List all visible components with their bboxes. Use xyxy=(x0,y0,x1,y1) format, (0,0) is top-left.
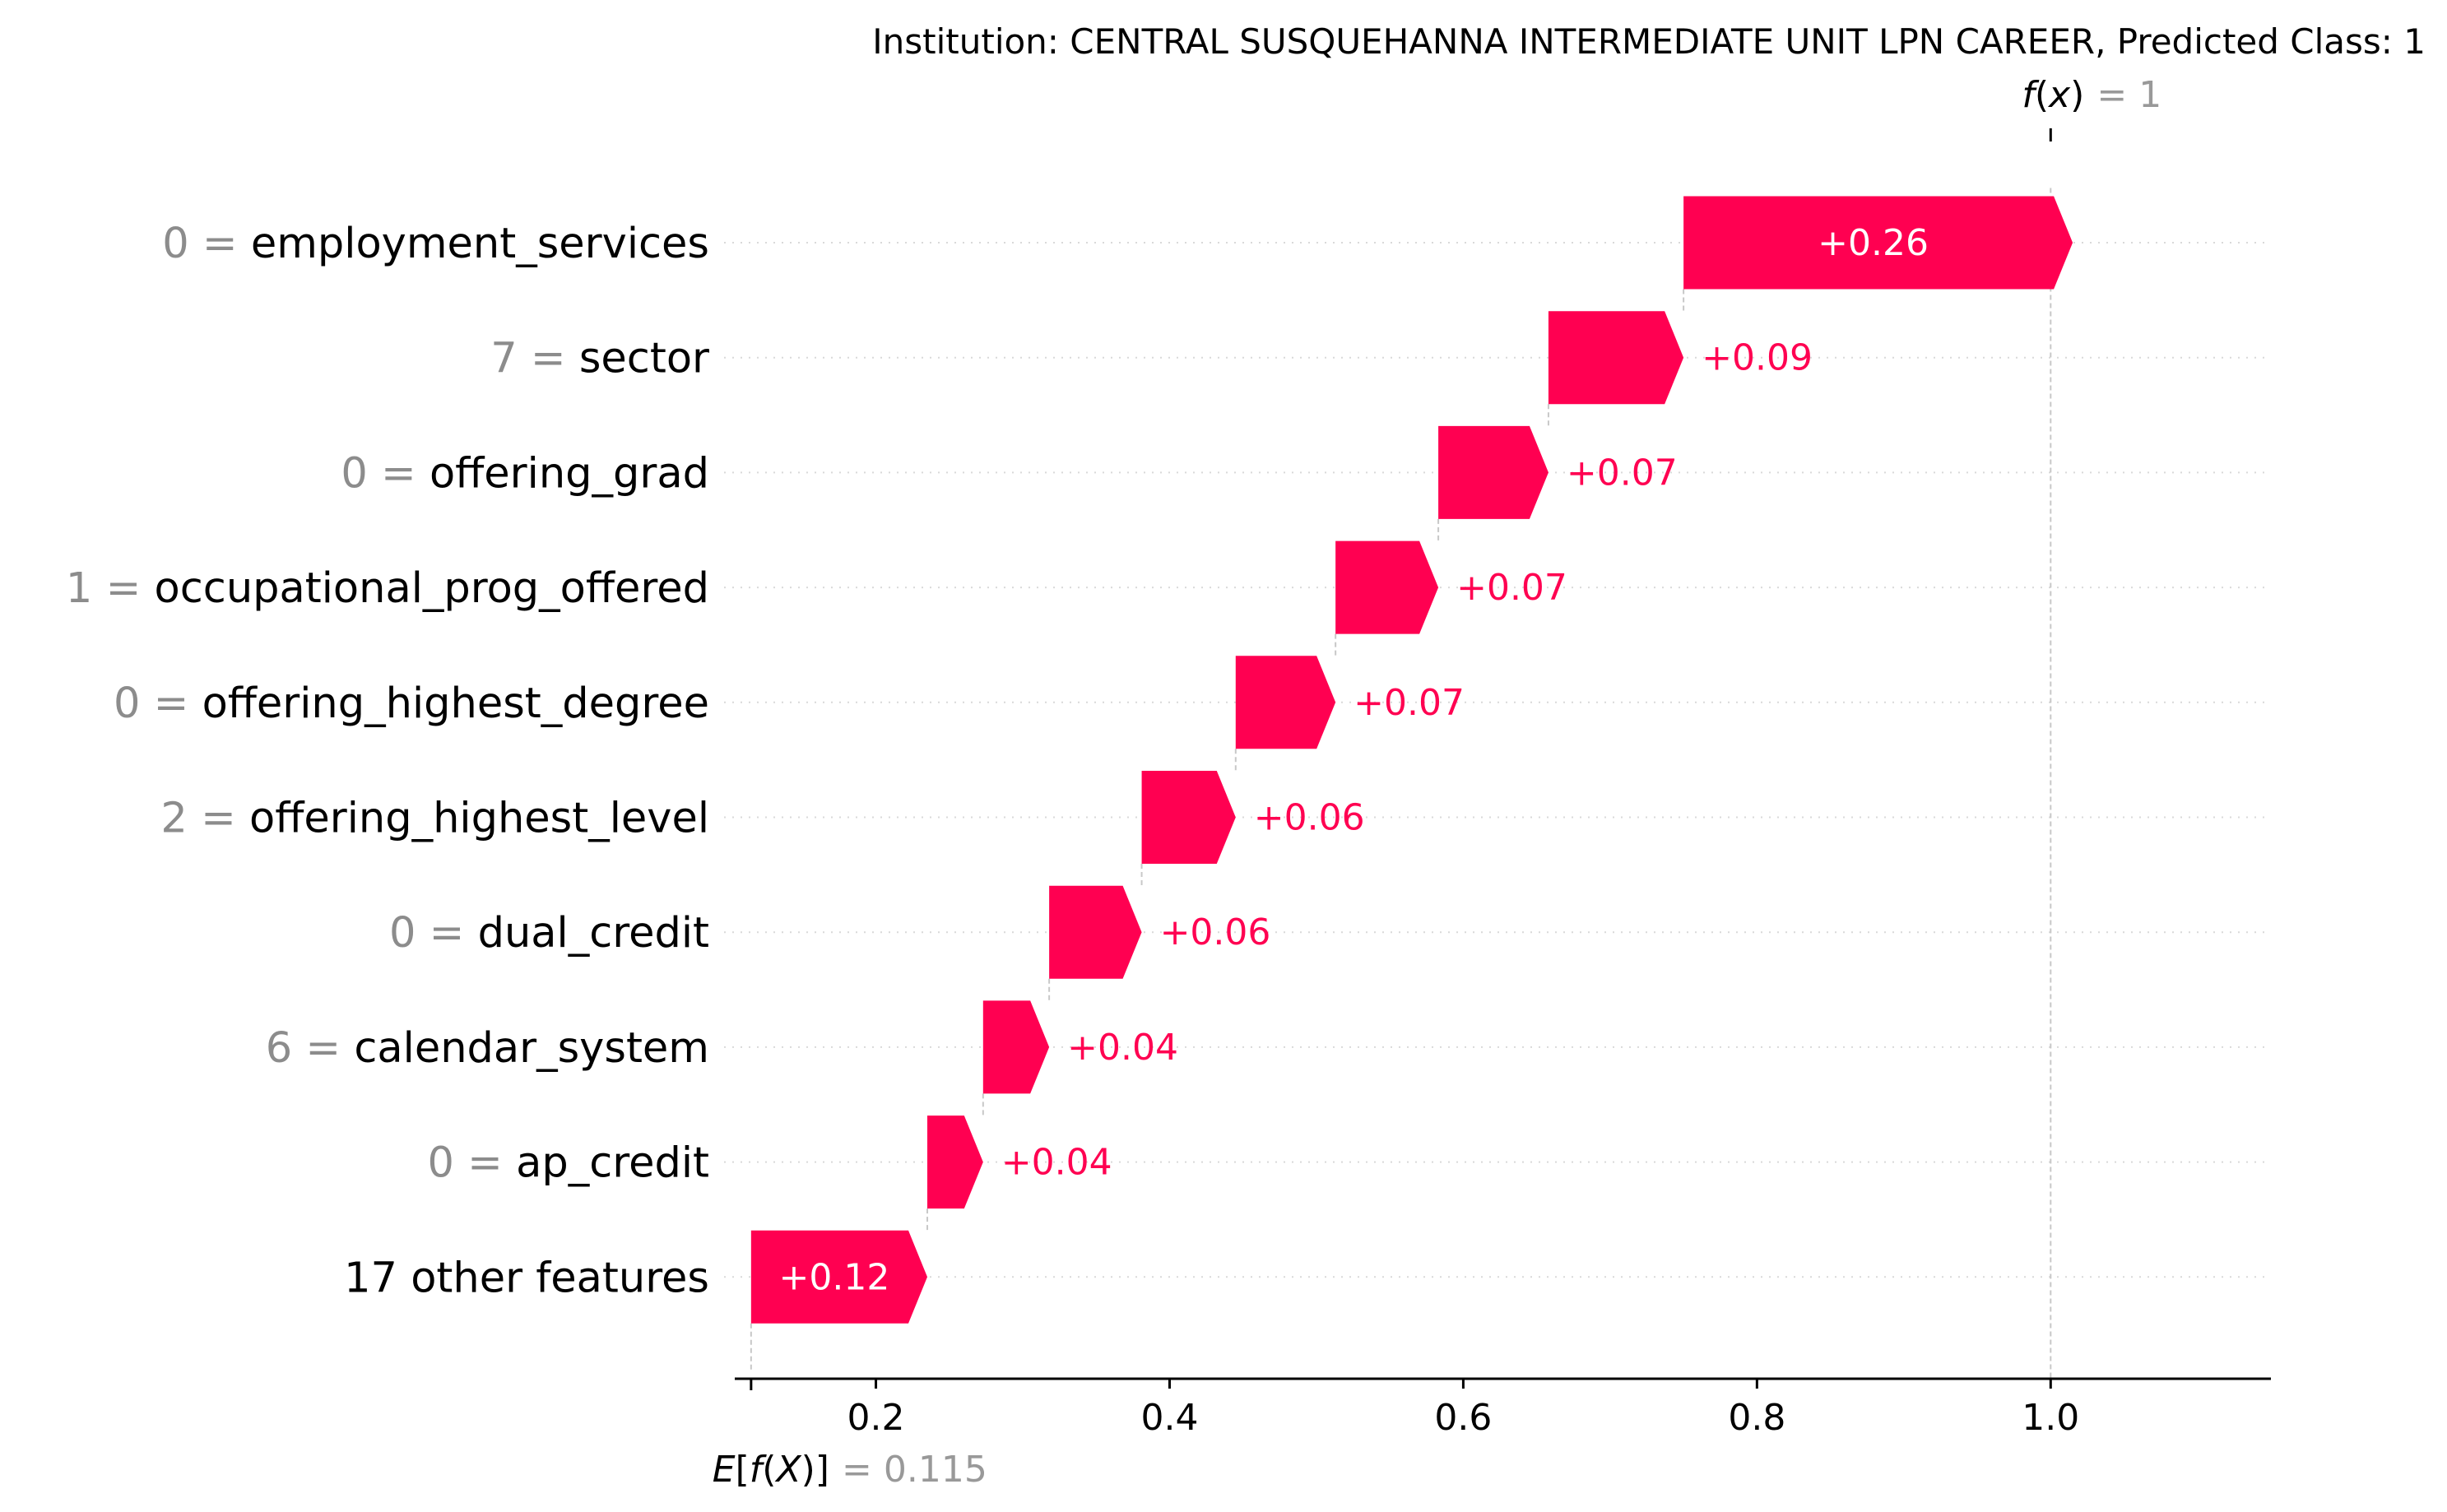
contribution-label: +0.07 xyxy=(1567,452,1678,494)
feature-name: employment_services xyxy=(251,220,709,268)
feature-name: offering_grad xyxy=(430,449,709,498)
contribution-label: +0.06 xyxy=(1254,797,1365,839)
feature-label: 0 = employment_services xyxy=(162,220,709,268)
x-tick-label: 0.4 xyxy=(1140,1397,1198,1439)
x-tick-label: 0.2 xyxy=(847,1397,905,1439)
feature-value: 0 = xyxy=(162,220,251,268)
contribution-bar xyxy=(1438,425,1549,519)
x-tick-label: 0.8 xyxy=(1728,1397,1785,1439)
feature-label: 6 = calendar_system xyxy=(266,1024,709,1073)
chart-title: Institution: CENTRAL SUSQUEHANNA INTERME… xyxy=(872,21,2426,62)
contribution-bar xyxy=(982,1000,1050,1094)
contribution-label: +0.26 xyxy=(1818,222,1929,264)
feature-name: offering_highest_degree xyxy=(202,679,709,728)
base-value: = 0.115 xyxy=(842,1449,987,1491)
contribution-label: +0.04 xyxy=(1067,1027,1178,1069)
output-value: = 1 xyxy=(2096,74,2161,116)
feature-labels: 0 = employment_services 7 = sector 0 = off… xyxy=(66,220,709,1302)
x-tick-label: 1.0 xyxy=(2022,1397,2079,1439)
output-label: f(x) xyxy=(2022,74,2084,116)
feature-label: 0 = dual_credit xyxy=(389,909,709,958)
feature-name: ap_credit xyxy=(516,1139,709,1188)
x-axis: 0.2 0.4 0.6 0.8 1.0 xyxy=(735,1377,2271,1439)
contribution-bar xyxy=(1049,885,1142,979)
feature-value: 6 = xyxy=(266,1024,355,1073)
feature-value: 7 = xyxy=(490,335,579,383)
contribution-bar xyxy=(927,1115,983,1209)
contribution-label: +0.12 xyxy=(779,1256,890,1298)
contribution-bar xyxy=(1683,196,2073,290)
feature-label: 1 = occupational_prog_offered xyxy=(66,564,709,613)
feature-label: 0 = offering_grad xyxy=(341,449,709,498)
contribution-labels: +0.26 +0.09 +0.07 +0.07 +0.07 +0.06 +0.06 +0.04… xyxy=(779,222,1929,1298)
feature-name: dual_credit xyxy=(478,909,709,958)
base-value-annotation: E[f(X)] = 0.115 xyxy=(713,1449,987,1491)
contribution-bars xyxy=(750,196,2073,1324)
contribution-label: +0.04 xyxy=(1001,1142,1112,1184)
x-tick-label: 0.6 xyxy=(1434,1397,1492,1439)
contribution-bar xyxy=(1335,540,1439,634)
contribution-label: +0.09 xyxy=(1702,337,1813,379)
contribution-bar xyxy=(1141,771,1236,864)
base-label: E[f(X)] xyxy=(713,1449,829,1491)
feature-name: 17 other features xyxy=(344,1254,709,1302)
feature-value: 0 = xyxy=(427,1139,516,1188)
feature-value: 2 = xyxy=(160,795,249,843)
contribution-bar xyxy=(1235,656,1336,749)
connector-lines xyxy=(750,188,2052,1379)
feature-label: 0 = offering_highest_degree xyxy=(114,679,709,728)
feature-name: sector xyxy=(579,335,709,383)
feature-value: 1 = xyxy=(66,564,155,613)
contribution-label: +0.07 xyxy=(1354,682,1465,724)
contribution-label: +0.07 xyxy=(1456,567,1567,609)
feature-label: 17 other features xyxy=(344,1254,709,1302)
contribution-bar xyxy=(750,1230,928,1324)
feature-value: 0 = xyxy=(389,909,478,958)
feature-name: offering_highest_level xyxy=(249,795,709,843)
feature-label: 0 = ap_credit xyxy=(427,1139,709,1188)
feature-value: 0 = xyxy=(114,679,202,728)
output-value-annotation: f(x) = 1 xyxy=(2022,74,2161,116)
contribution-label: +0.06 xyxy=(1160,911,1271,953)
feature-label: 2 = offering_highest_level xyxy=(160,795,709,843)
feature-name: occupational_prog_offered xyxy=(155,564,709,613)
feature-value: 0 = xyxy=(341,449,430,498)
feature-label: 7 = sector xyxy=(490,335,709,383)
contribution-bar xyxy=(1548,311,1684,405)
feature-name: calendar_system xyxy=(354,1024,709,1073)
